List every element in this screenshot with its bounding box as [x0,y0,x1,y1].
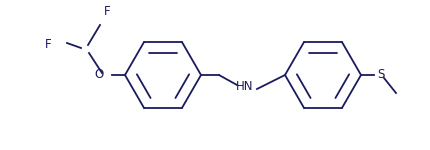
Text: HN: HN [236,81,254,93]
Text: O: O [95,69,104,81]
Text: S: S [377,69,385,81]
Text: F: F [104,5,111,18]
Text: F: F [46,38,52,51]
